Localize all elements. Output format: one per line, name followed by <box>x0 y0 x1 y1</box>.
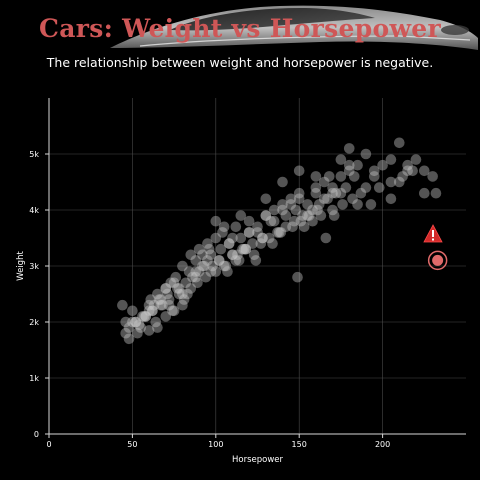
data-point <box>349 171 360 182</box>
data-point <box>407 166 418 177</box>
data-point <box>386 194 397 205</box>
data-point <box>331 188 342 199</box>
data-point <box>397 171 408 182</box>
data-point <box>321 233 332 244</box>
data-point <box>431 188 442 199</box>
data-point <box>341 182 352 193</box>
data-point <box>177 261 188 272</box>
x-tick-label: 0 <box>46 440 51 449</box>
data-point <box>147 306 158 317</box>
x-tick-label: 150 <box>292 440 307 449</box>
data-point <box>267 238 278 249</box>
x-axis-label: Horsepower <box>232 455 284 465</box>
data-point <box>292 272 303 283</box>
data-point <box>352 160 363 171</box>
data-point <box>222 266 233 277</box>
y-tick-label: 5k <box>29 150 39 159</box>
data-point <box>386 154 397 165</box>
data-point <box>344 143 355 154</box>
data-point <box>336 154 347 165</box>
data-point <box>227 233 238 244</box>
data-point <box>154 294 165 305</box>
data-point <box>164 300 175 311</box>
data-point <box>386 177 397 188</box>
data-point <box>200 272 211 283</box>
data-point <box>239 244 250 255</box>
data-point <box>356 188 367 199</box>
data-point <box>311 171 322 182</box>
x-tick-label: 50 <box>127 440 137 449</box>
data-point <box>276 227 287 238</box>
y-tick-label: 2k <box>29 318 39 327</box>
x-tick-label: 100 <box>208 440 223 449</box>
x-tick-label: 200 <box>375 440 390 449</box>
data-point <box>132 328 143 339</box>
data-point <box>312 205 323 216</box>
data-point <box>127 306 138 317</box>
data-point <box>190 266 201 277</box>
data-point <box>369 166 380 177</box>
data-point <box>329 210 340 221</box>
data-point <box>202 238 213 249</box>
data-points <box>117 138 441 345</box>
data-point <box>182 289 193 300</box>
highlight-markers <box>424 225 447 269</box>
data-point <box>419 188 430 199</box>
y-axis-label: Weight <box>16 251 26 281</box>
data-point <box>117 300 128 311</box>
data-point <box>231 222 242 233</box>
data-point <box>337 199 348 210</box>
data-point <box>150 317 161 328</box>
data-point <box>366 199 377 210</box>
data-point <box>311 188 322 199</box>
data-point <box>251 255 262 266</box>
data-point <box>394 138 405 149</box>
data-point <box>336 171 347 182</box>
data-point <box>244 227 255 238</box>
data-point <box>294 166 305 177</box>
data-point <box>214 255 225 266</box>
data-point <box>219 222 230 233</box>
data-point <box>257 233 268 244</box>
data-point <box>374 182 385 193</box>
data-point <box>269 216 280 227</box>
data-point <box>294 194 305 205</box>
data-point <box>361 149 372 160</box>
data-point <box>236 210 247 221</box>
data-point <box>261 194 272 205</box>
y-tick-label: 1k <box>29 374 39 383</box>
data-point <box>419 166 430 177</box>
y-tick-label: 4k <box>29 206 39 215</box>
data-point <box>120 317 131 328</box>
y-tick-label: 3k <box>29 262 39 271</box>
target-icon <box>429 251 447 269</box>
warning-icon <box>424 225 442 242</box>
grid-lines <box>49 98 466 434</box>
y-tick-label: 0 <box>34 430 39 439</box>
data-point <box>277 177 288 188</box>
